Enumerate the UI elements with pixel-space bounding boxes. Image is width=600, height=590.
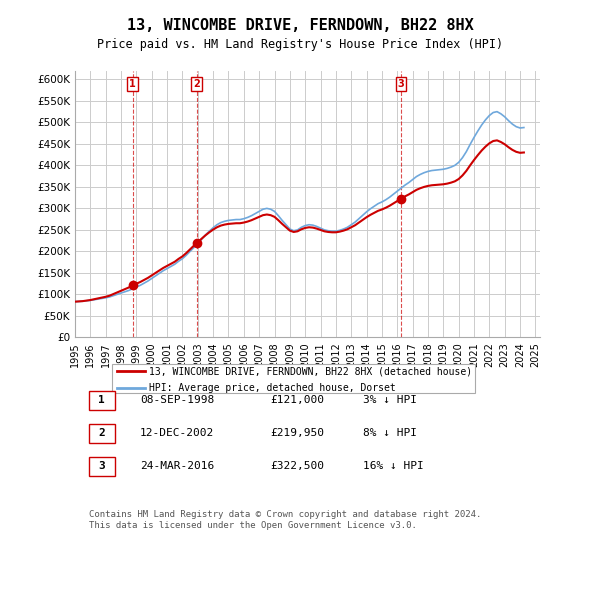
FancyBboxPatch shape <box>89 424 115 442</box>
Text: £219,950: £219,950 <box>270 428 324 438</box>
Text: 3% ↓ HPI: 3% ↓ HPI <box>364 395 418 405</box>
FancyBboxPatch shape <box>89 391 115 409</box>
Text: 8% ↓ HPI: 8% ↓ HPI <box>364 428 418 438</box>
FancyBboxPatch shape <box>89 457 115 476</box>
Text: 1: 1 <box>129 79 136 89</box>
Text: 1: 1 <box>98 395 105 405</box>
Text: £322,500: £322,500 <box>270 461 324 471</box>
FancyBboxPatch shape <box>112 364 475 393</box>
Text: 2: 2 <box>98 428 105 438</box>
Text: 13, WINCOMBE DRIVE, FERNDOWN, BH22 8HX (detached house): 13, WINCOMBE DRIVE, FERNDOWN, BH22 8HX (… <box>149 366 473 376</box>
Text: 13, WINCOMBE DRIVE, FERNDOWN, BH22 8HX: 13, WINCOMBE DRIVE, FERNDOWN, BH22 8HX <box>127 18 473 32</box>
Text: 12-DEC-2002: 12-DEC-2002 <box>140 428 214 438</box>
Text: HPI: Average price, detached house, Dorset: HPI: Average price, detached house, Dors… <box>149 383 396 393</box>
Text: 24-MAR-2016: 24-MAR-2016 <box>140 461 214 471</box>
Text: £121,000: £121,000 <box>270 395 324 405</box>
Text: 2: 2 <box>193 79 200 89</box>
Text: Contains HM Land Registry data © Crown copyright and database right 2024.
This d: Contains HM Land Registry data © Crown c… <box>89 510 481 530</box>
Text: 08-SEP-1998: 08-SEP-1998 <box>140 395 214 405</box>
Text: 16% ↓ HPI: 16% ↓ HPI <box>364 461 424 471</box>
Text: Price paid vs. HM Land Registry's House Price Index (HPI): Price paid vs. HM Land Registry's House … <box>97 38 503 51</box>
Text: 3: 3 <box>98 461 105 471</box>
Text: 3: 3 <box>398 79 404 89</box>
